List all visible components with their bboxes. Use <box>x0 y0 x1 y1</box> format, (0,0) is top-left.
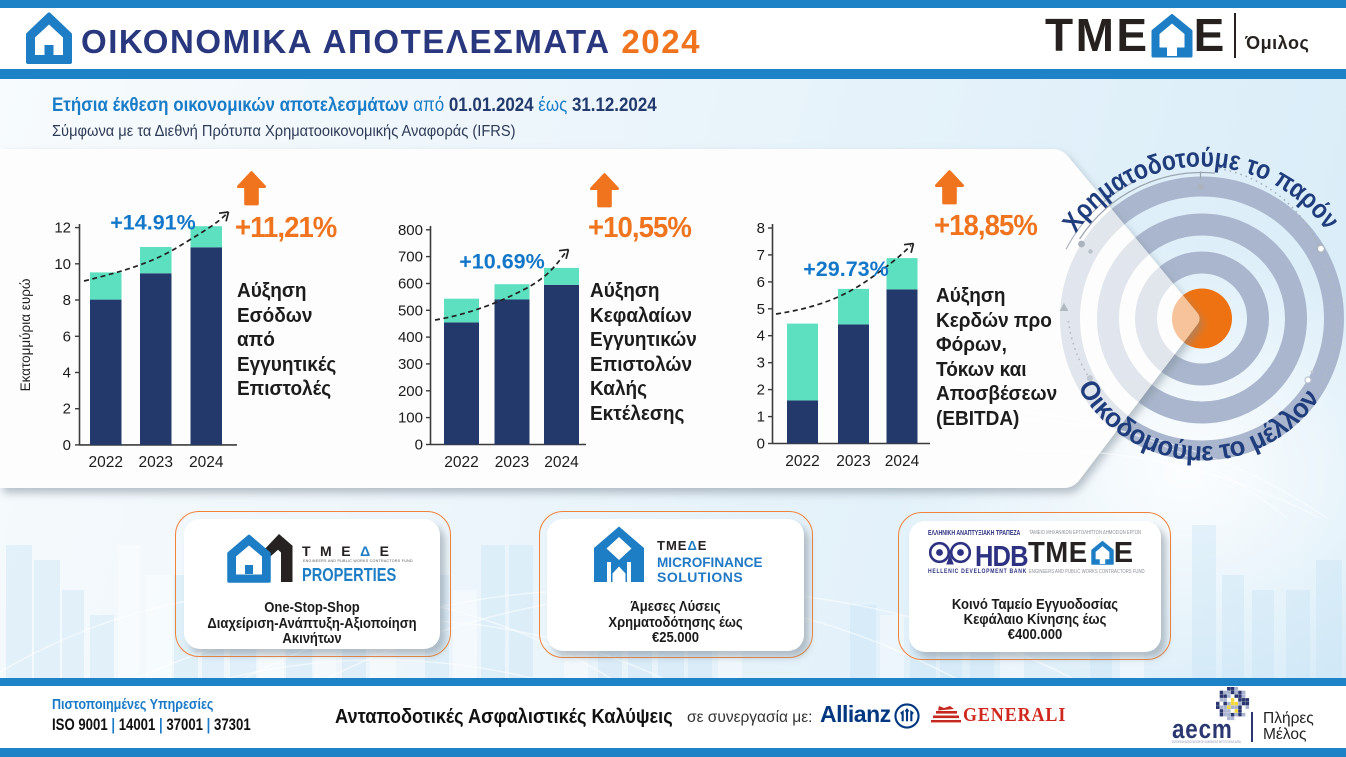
svg-text:10: 10 <box>54 256 71 273</box>
svg-text:6: 6 <box>63 328 71 345</box>
svg-text:+29.73%: +29.73% <box>803 257 888 281</box>
svg-text:400: 400 <box>398 329 423 346</box>
svg-text:600: 600 <box>398 276 423 293</box>
svg-text:200: 200 <box>398 383 423 400</box>
svg-text:8: 8 <box>63 292 71 309</box>
svg-text:2022: 2022 <box>89 454 123 471</box>
svg-text:700: 700 <box>398 249 423 266</box>
svg-text:1: 1 <box>757 409 765 426</box>
svg-text:4: 4 <box>63 365 71 382</box>
svg-text:12: 12 <box>54 220 71 237</box>
svg-text:5: 5 <box>757 301 765 318</box>
svg-text:3: 3 <box>757 355 765 372</box>
svg-text:2022: 2022 <box>444 454 478 471</box>
svg-text:0: 0 <box>415 437 423 454</box>
svg-text:2023: 2023 <box>836 453 870 470</box>
svg-text:300: 300 <box>398 356 423 373</box>
svg-text:6: 6 <box>757 274 765 291</box>
svg-text:0: 0 <box>63 437 71 454</box>
svg-text:2024: 2024 <box>544 454 579 471</box>
svg-text:2024: 2024 <box>189 454 224 471</box>
svg-text:2023: 2023 <box>495 454 529 471</box>
svg-text:7: 7 <box>757 247 765 264</box>
svg-text:2024: 2024 <box>885 453 920 470</box>
svg-text:4: 4 <box>757 328 765 345</box>
svg-text:2022: 2022 <box>785 453 819 470</box>
svg-text:+10.69%: +10.69% <box>459 250 544 274</box>
svg-text:2: 2 <box>757 382 765 399</box>
svg-text:8: 8 <box>757 220 765 237</box>
svg-text:Εκατομμύρια ευρώ: Εκατομμύρια ευρώ <box>18 279 33 392</box>
svg-text:800: 800 <box>398 222 423 239</box>
svg-text:2023: 2023 <box>139 454 173 471</box>
svg-text:0: 0 <box>757 436 765 453</box>
svg-text:2: 2 <box>63 401 71 418</box>
svg-text:500: 500 <box>398 302 423 319</box>
svg-text:+14.91%: +14.91% <box>110 211 195 235</box>
svg-text:100: 100 <box>398 410 423 427</box>
